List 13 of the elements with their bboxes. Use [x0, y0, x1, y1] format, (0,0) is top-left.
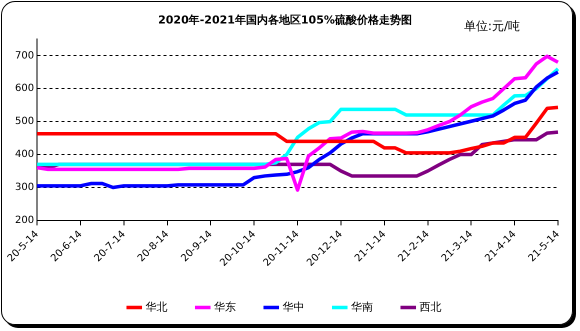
legend-label: 华东 — [214, 300, 236, 314]
legend-label: 华北 — [145, 300, 168, 314]
text: 单位:元/吨 — [464, 18, 520, 35]
y-tick-label: 600 — [14, 83, 34, 94]
chart-title: 2020年-2021年国内各地区105%硫酸价格走势图 — [158, 13, 412, 26]
legend-label: 华中 — [282, 300, 304, 314]
y-tick-label: 300 — [14, 182, 34, 194]
legend-label: 华南 — [350, 300, 373, 314]
y-tick-label: 700 — [14, 50, 34, 62]
y-tick-label: 400 — [14, 149, 34, 160]
y-tick-label: 200 — [14, 215, 34, 226]
y-tick-label: 500 — [14, 116, 34, 128]
legend-label: 西北 — [419, 300, 442, 314]
